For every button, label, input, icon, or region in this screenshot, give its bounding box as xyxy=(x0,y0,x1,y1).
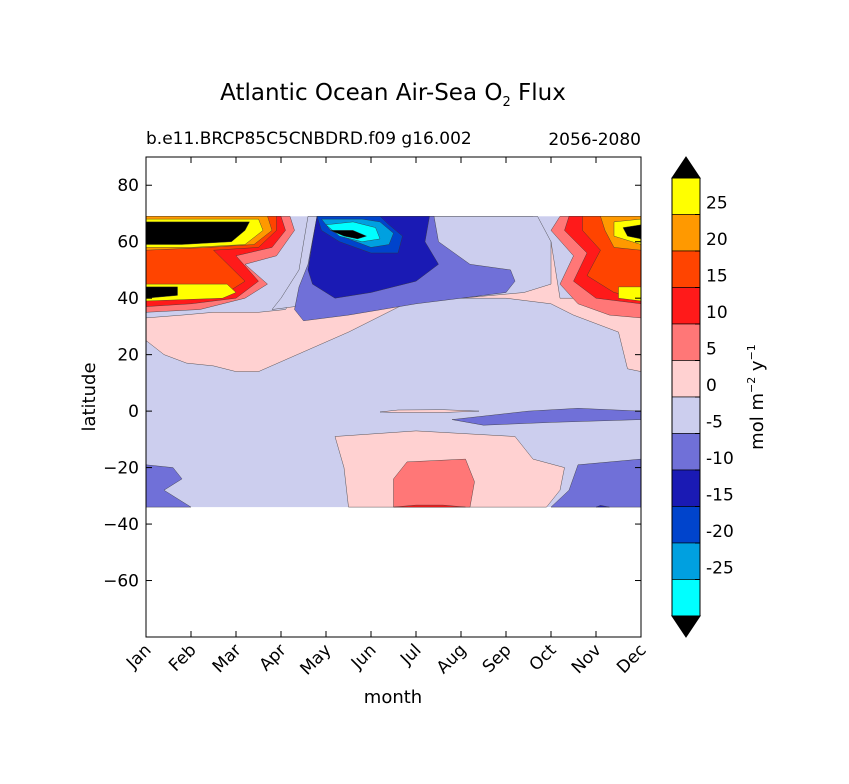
x-tick-label: Feb xyxy=(165,640,200,675)
x-tick-label: Jun xyxy=(347,640,381,674)
colorbar-tick-label: 15 xyxy=(706,266,728,286)
colorbar-tick-label: 10 xyxy=(706,303,728,323)
colorbar-segment xyxy=(671,360,701,398)
x-tick-label: Nov xyxy=(568,640,606,678)
x-tick-label: Sep xyxy=(479,640,516,677)
contour-region xyxy=(393,504,466,508)
plot-area: 80 60 40 20 0 −20 −40 −60 Jan Feb Mar Apr May Jun Jul… xyxy=(103,156,651,679)
y-tick-label: −20 xyxy=(103,459,139,479)
chart-subtitle-left: b.e11.BRCP85C5CNBDRD.f09 g16.002 xyxy=(146,129,472,149)
colorbar xyxy=(671,156,701,638)
y-tick-label: 20 xyxy=(117,346,139,366)
colorbar-segment xyxy=(671,469,701,507)
colorbar-label: mol m−2 y−1 xyxy=(745,344,768,450)
contour-region xyxy=(595,505,610,508)
x-tick-label: May xyxy=(297,640,336,679)
colorbar-segment xyxy=(671,177,701,215)
colorbar-segment xyxy=(671,250,701,288)
colorbar-tick-label: -20 xyxy=(706,522,734,542)
x-axis-label: month xyxy=(364,687,422,708)
colorbar-tick-label: 25 xyxy=(706,193,728,213)
colorbar-tick-label: -25 xyxy=(706,558,734,578)
colorbar-segment xyxy=(671,433,701,471)
colorbar-segment xyxy=(671,396,701,434)
colorbar-tick-label: 5 xyxy=(706,339,717,359)
colorbar-tick-label: -15 xyxy=(706,485,734,505)
contour-region xyxy=(379,409,480,413)
colorbar-segment xyxy=(671,542,701,580)
x-tick-label: Apr xyxy=(256,640,291,675)
colorbar-extend-bottom xyxy=(671,615,701,638)
x-tick-label: Mar xyxy=(209,640,246,677)
y-tick-label: 0 xyxy=(128,402,139,422)
y-tick-label: 40 xyxy=(117,289,139,309)
x-tick-label: Dec xyxy=(613,640,650,677)
y-tick-label: −60 xyxy=(103,572,139,592)
x-tick-label: Oct xyxy=(526,640,561,675)
colorbar-segment xyxy=(671,579,701,617)
contour-region xyxy=(550,458,642,508)
chart-subtitle-right: 2056-2080 xyxy=(548,130,641,150)
y-tick-label: 80 xyxy=(117,176,139,196)
plot-frame xyxy=(145,156,642,638)
y-ticks: 80 60 40 20 0 −20 −40 −60 xyxy=(103,176,641,592)
chart-title-subscript: 2 xyxy=(502,95,510,110)
colorbar-ticks: 25 20 15 10 5 0 -5 -10 -15 -20 -25 xyxy=(695,193,734,580)
colorbar-segment xyxy=(671,323,701,361)
contour-regions xyxy=(145,216,642,508)
colorbar-tick-label: 20 xyxy=(706,230,728,250)
chart-title: Atlantic Ocean Air-Sea O2 Flux xyxy=(220,80,566,110)
colorbar-extend-top xyxy=(671,156,701,179)
x-tick-label: Jul xyxy=(396,640,425,669)
x-tick-label: Jan xyxy=(122,640,155,673)
colorbar-tick-label: -5 xyxy=(706,412,723,432)
x-tick-label: Aug xyxy=(433,640,471,678)
colorbar-segment xyxy=(671,214,701,252)
y-tick-label: −40 xyxy=(103,515,139,535)
colorbar-segment xyxy=(671,287,701,325)
colorbar-tick-label: -10 xyxy=(706,449,734,469)
contour-region xyxy=(330,230,367,240)
colorbar-tick-label: 0 xyxy=(706,376,717,396)
colorbar-segment xyxy=(671,506,701,544)
contour-region xyxy=(393,458,475,508)
y-axis-label: latitude xyxy=(79,362,100,431)
y-tick-label: 60 xyxy=(117,233,139,253)
